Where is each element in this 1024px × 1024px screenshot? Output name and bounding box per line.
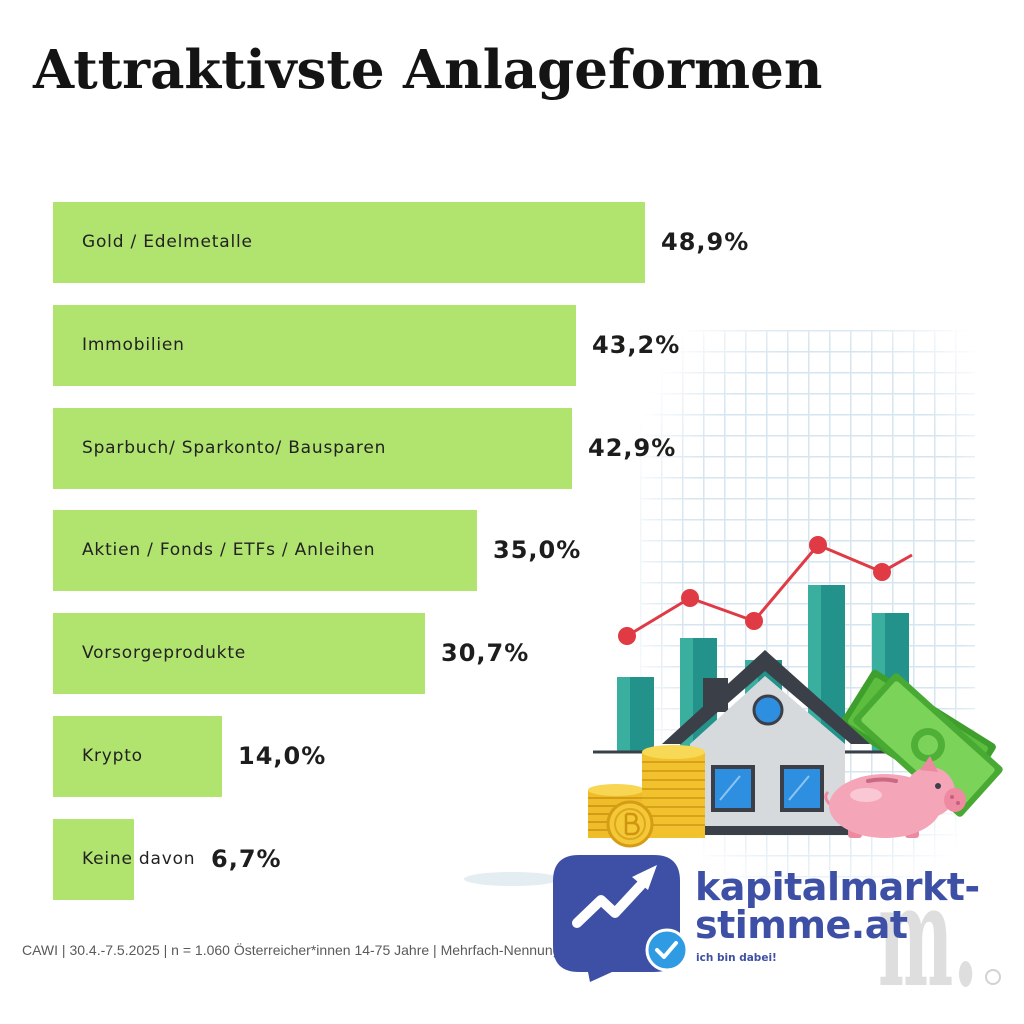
bar-category-label: Immobilien [82, 334, 185, 355]
bar [53, 202, 645, 283]
bar-value-label: 35,0% [493, 536, 582, 565]
bar-value-label: 14,0% [238, 741, 327, 770]
bar [53, 715, 223, 797]
piggy-bank-icon [824, 756, 966, 838]
bar-category-label: Keine davon [82, 848, 196, 869]
bar-category-label: Gold / Edelmetalle [82, 232, 253, 252]
source-note: CAWI | 30.4.-7.5.2025 | n = 1.060 Österr… [22, 942, 561, 958]
trend-arrow-icon [572, 865, 657, 928]
bar-value-label: 6,7% [211, 844, 282, 873]
bar-category-label: Krypto [82, 745, 143, 766]
chart-title: Attraktivste Anlageformen [33, 39, 823, 101]
bar [53, 407, 573, 489]
logo-wordmark-line2: stimme.at [695, 903, 908, 947]
bar-value-label: 30,7% [441, 639, 530, 667]
floor-shadow [464, 872, 560, 886]
logo-wordmark-line1: kapitalmarkt- [695, 865, 980, 909]
trend-line-icon [618, 536, 913, 645]
bar [53, 304, 576, 386]
coin-stack-icon [588, 745, 705, 848]
bar-value-label: 42,9% [588, 433, 677, 462]
bar-value-label: 43,2% [592, 330, 681, 359]
bar-value-label: 48,9% [661, 228, 750, 256]
kapitalmarkt-stimme-logo: kapitalmarkt- stimme.at ich bin dabei! [546, 848, 996, 988]
bar [53, 510, 477, 592]
house-icon [662, 650, 870, 835]
money-bills-icon [840, 669, 1003, 817]
logo-tagline: ich bin dabei! [696, 952, 777, 964]
watermark-logo: m. [878, 855, 978, 1019]
verified-check-icon [645, 928, 689, 972]
bar-category-label: Sparbuch/ Sparkonto/ Bausparen [82, 437, 387, 458]
bar [53, 613, 425, 694]
bar-category-label: Vorsorgeprodukte [82, 643, 247, 663]
speech-bubble-icon [553, 855, 689, 982]
bar-category-label: Aktien / Fonds / ETFs / Anleihen [82, 540, 376, 561]
watermark-circle-icon [985, 969, 1001, 985]
bar [53, 818, 135, 900]
